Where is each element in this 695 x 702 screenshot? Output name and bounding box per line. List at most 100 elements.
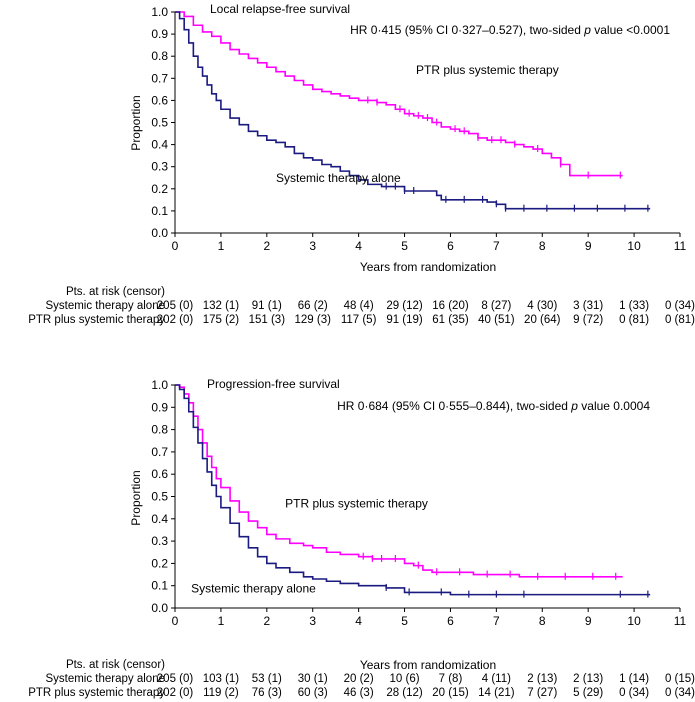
x-tick-label: 9 (585, 239, 592, 253)
risk-cell: 20 (64) (524, 314, 561, 326)
risk-cell: 117 (5) (341, 314, 377, 326)
x-tick-label: 7 (493, 614, 500, 628)
risk-cell: 30 (1) (298, 673, 328, 685)
risk-cell: 16 (20) (432, 300, 469, 312)
risk-table-header: Pts. at risk (censor) (66, 286, 165, 298)
risk-cell: 29 (12) (386, 300, 423, 312)
hazard-ratio-text: HR 0·684 (95% CI 0·555–0.844), two-sided… (337, 399, 650, 413)
risk-cell: 20 (15) (432, 687, 469, 699)
risk-cell: 61 (35) (432, 314, 469, 326)
y-tick-label: 0.6 (151, 93, 168, 107)
x-tick-label: 0 (172, 614, 179, 628)
risk-cell: 20 (2) (344, 673, 374, 685)
hazard-ratio-prefix: HR 0·415 (95% CI 0·327–0.527), two-sided (350, 23, 584, 37)
risk-cell: 3 (31) (573, 300, 603, 312)
curve-annotation: PTR plus systemic therapy (416, 63, 559, 77)
x-tick-label: 8 (539, 239, 546, 253)
y-tick-label: 0.3 (151, 160, 168, 174)
km-curve-systemic-therapy-alone (175, 384, 651, 596)
risk-table: Pts. at risk (censor) Systemic therapy al… (28, 286, 695, 326)
y-tick-label: 0.9 (151, 27, 168, 41)
risk-cell: 202 (0) (157, 687, 194, 699)
risk-cell: 1 (33) (619, 300, 649, 312)
risk-row-label: Systemic therapy alone (45, 300, 165, 312)
curve-annotation: PTR plus systemic therapy (285, 497, 428, 511)
x-axis-label: Years from randomization (360, 260, 496, 274)
y-tick-label: 0.0 (151, 601, 168, 615)
risk-cell: 4 (11) (482, 673, 511, 685)
x-tick-label: 3 (309, 614, 316, 628)
km-curve-ptr-plus-systemic-therapy (175, 384, 623, 578)
risk-cell: 8 (27) (481, 300, 511, 312)
risk-cell: 2 (13) (527, 673, 557, 685)
y-tick-label: 0.8 (151, 423, 168, 437)
risk-cell: 14 (21) (478, 687, 515, 699)
risk-cell: 132 (1) (203, 300, 240, 312)
annotations: PTR plus systemic therapy Systemic therap… (276, 63, 559, 185)
chart-title: Progression-free survival (207, 377, 340, 391)
x-tick-label: 5 (401, 614, 408, 628)
annotations: PTR plus systemic therapy Systemic therap… (191, 497, 428, 596)
x-tick-label: 10 (627, 239, 641, 253)
x-tick-label: 2 (263, 614, 270, 628)
risk-cell: 205 (0) (157, 300, 194, 312)
risk-row-label: Systemic therapy alone (45, 673, 165, 685)
risk-cell: 48 (4) (344, 300, 374, 312)
x-tick-label: 7 (493, 239, 500, 253)
y-axis-label: Proportion (129, 95, 143, 150)
y-tick-label: 0.3 (151, 534, 168, 548)
risk-cell: 5 (29) (573, 687, 603, 699)
hazard-ratio-text: HR 0·415 (95% CI 0·327–0.527), two-sided… (350, 23, 670, 37)
chart-title: Local relapse-free survival (210, 2, 350, 16)
y-tick-label: 0.0 (151, 226, 168, 240)
risk-cell: 0 (15) (665, 673, 695, 685)
risk-row-label: PTR plus systemic therapy (28, 314, 165, 326)
risk-table-header: Pts. at risk (censor) (66, 659, 165, 671)
x-tick-label: 8 (539, 614, 546, 628)
risk-cell: 4 (30) (527, 300, 557, 312)
x-tick-label: 10 (627, 614, 641, 628)
risk-cell: 205 (0) (157, 673, 194, 685)
risk-cell: 10 (6) (390, 673, 420, 685)
hazard-ratio-p: p (570, 399, 578, 413)
risk-cell: 28 (12) (386, 687, 423, 699)
risk-cell: 119 (2) (203, 687, 239, 699)
x-axis-label: Years from randomization (360, 658, 496, 672)
km-curve-ptr-plus-systemic-therapy (175, 11, 623, 177)
risk-cell: 60 (3) (298, 687, 328, 699)
hazard-ratio-prefix: HR 0·684 (95% CI 0·555–0.844), two-sided (337, 399, 571, 413)
y-tick-label: 0.2 (151, 556, 168, 570)
x-tick-label: 1 (218, 614, 225, 628)
axes: 0 1 2 3 4 5 6 7 8 9 10 11 0.0 0.1 0.2 0.3 0.4 0.5 0.6 0.7 0.… (151, 5, 686, 253)
y-tick-label: 0.1 (151, 579, 168, 593)
risk-cell: 91 (1) (252, 300, 282, 312)
hazard-ratio-suffix: value <0.0001 (591, 23, 670, 37)
x-tick-label: 11 (674, 239, 687, 253)
x-tick-label: 3 (309, 239, 316, 253)
y-tick-label: 0.8 (151, 49, 168, 63)
risk-cell: 66 (2) (298, 300, 328, 312)
hazard-ratio-p: p (583, 23, 591, 37)
km-curve-systemic-therapy-alone (175, 11, 651, 210)
risk-cell: 53 (1) (252, 673, 282, 685)
panel-progression-free: 0 1 2 3 4 5 6 7 8 9 10 11 0.0 0.1 0.2 0.3 0.4 0.5 0.6 0.7 0.… (28, 377, 695, 699)
y-tick-label: 1.0 (151, 378, 168, 392)
y-tick-label: 0.9 (151, 400, 168, 414)
risk-table: Pts. at risk (censor) Systemic therapy al… (28, 659, 695, 699)
risk-cell: 1 (14) (619, 673, 649, 685)
curves (175, 384, 651, 598)
y-tick-label: 0.5 (151, 116, 168, 130)
risk-cell: 202 (0) (157, 314, 194, 326)
x-tick-label: 5 (401, 239, 408, 253)
curves (175, 11, 651, 212)
x-tick-label: 9 (585, 614, 592, 628)
risk-cell: 7 (8) (439, 673, 463, 685)
y-tick-label: 0.5 (151, 490, 168, 504)
risk-cell: 40 (51) (478, 314, 515, 326)
curve-annotation: Systemic therapy alone (191, 581, 316, 595)
y-tick-label: 1.0 (151, 5, 168, 19)
y-tick-label: 0.1 (151, 204, 168, 218)
x-tick-label: 6 (447, 239, 454, 253)
risk-cell: 0 (34) (665, 687, 695, 699)
